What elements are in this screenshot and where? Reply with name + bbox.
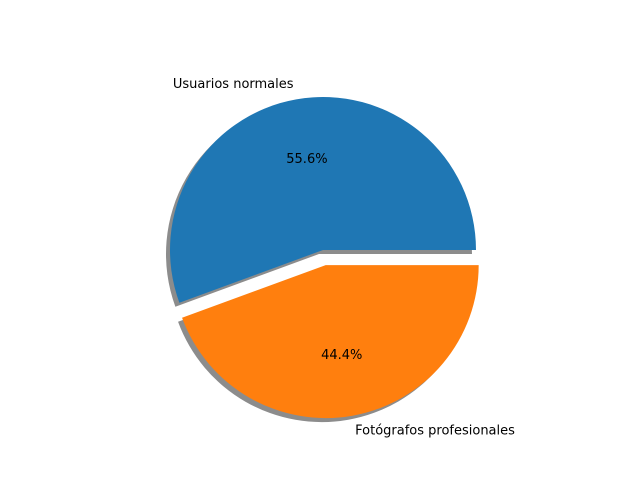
slice-labels: Usuarios normales 55.6% Fotógrafos profesi… bbox=[173, 77, 515, 438]
slice-usuarios-normales bbox=[170, 97, 477, 303]
slice-label-fot-grafos-profesionales: Fotógrafos profesionales bbox=[355, 423, 515, 438]
slice-label-usuarios-normales: Usuarios normales bbox=[173, 77, 294, 92]
slice-fot-grafos-profesionales bbox=[182, 265, 479, 419]
slices bbox=[170, 97, 479, 419]
slice-percent-fot-grafos-profesionales: 44.4% bbox=[321, 348, 362, 363]
slice-percent-usuarios-normales: 55.6% bbox=[286, 152, 327, 167]
